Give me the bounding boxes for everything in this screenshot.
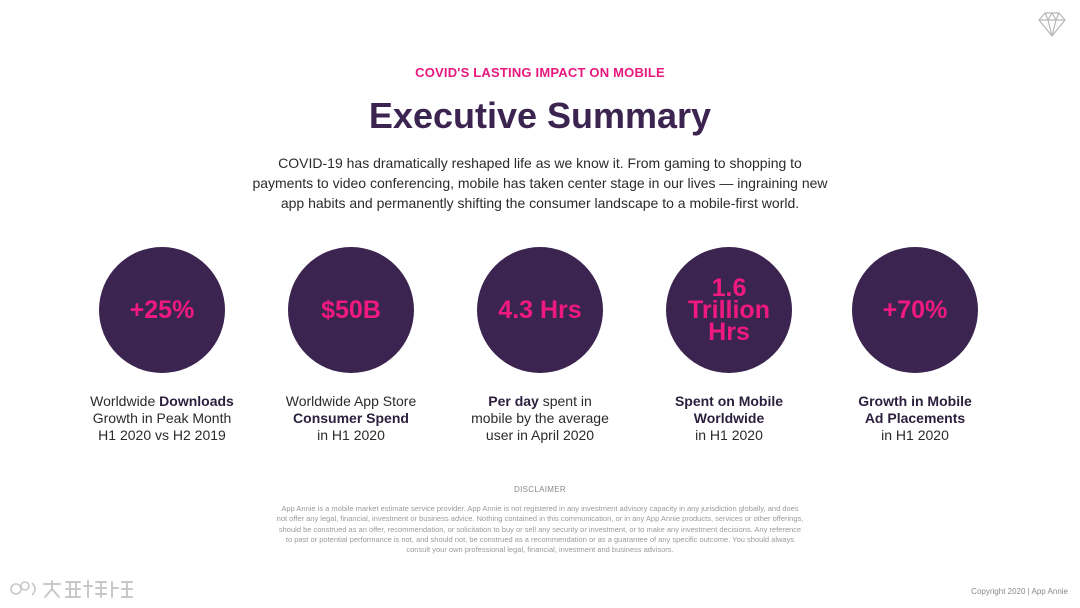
stat-consumer-spend: $50B Worldwide App Store Consumer Spend … xyxy=(251,247,451,444)
diamond-logo-icon xyxy=(1038,12,1066,37)
caption-text: Worldwide App Store xyxy=(285,393,417,409)
stat-value-line: 1.6 Trillion xyxy=(688,274,770,324)
disclaimer-text: App Annie is a mobile market estimate se… xyxy=(240,504,840,555)
stat-circle: $50B xyxy=(288,247,414,373)
caption-bold: Consumer Spend xyxy=(293,410,409,426)
stat-hours-spent: 1.6 Trillion Hrs Spent on Mobile Worldwi… xyxy=(629,247,829,444)
intro-line: payments to video conferencing, mobile h… xyxy=(252,175,828,191)
stat-value-line: Hrs xyxy=(708,318,750,346)
caption-bold: Growth in Mobile xyxy=(858,393,972,409)
stat-ad-placements: +70% Growth in Mobile Ad Placements in H… xyxy=(815,247,1015,444)
copyright: Copyright 2020 | App Annie xyxy=(971,587,1068,596)
caption-bold: Ad Placements xyxy=(864,410,966,426)
intro-line: COVID-19 has dramatically reshaped life … xyxy=(278,155,802,171)
stat-caption: Growth in Mobile Ad Placements in H1 202… xyxy=(815,393,1015,444)
caption-text: in H1 2020 xyxy=(317,427,385,443)
disclaimer-line: consult your own professional legal, fin… xyxy=(406,545,674,555)
stat-value: +70% xyxy=(882,296,948,324)
stat-caption: Spent on Mobile Worldwide in H1 2020 xyxy=(629,393,829,444)
intro-paragraph: COVID-19 has dramatically reshaped life … xyxy=(240,153,840,213)
stat-value: $50B xyxy=(321,296,381,324)
stat-caption: Worldwide Downloads Growth in Peak Month… xyxy=(62,393,262,444)
disclaimer-line: App Annie is a mobile market estimate se… xyxy=(281,504,799,513)
disclaimer-title: DISCLAIMER xyxy=(514,485,566,494)
caption-text: Growth in Peak Month xyxy=(92,410,232,426)
caption-text: H1 2020 vs H2 2019 xyxy=(98,427,226,443)
caption-text: in H1 2020 xyxy=(695,427,763,443)
stat-time-per-day: 4.3 Hrs Per day spent in mobile by the a… xyxy=(440,247,640,444)
disclaimer-line: should be construed as an offer, recomme… xyxy=(278,524,802,534)
stat-value: 1.6 Trillion Hrs xyxy=(671,274,787,346)
caption-text: Worldwide xyxy=(90,393,160,409)
caption-text: user in April 2020 xyxy=(485,427,595,443)
disclaimer-line: not offer any legal, financial, investme… xyxy=(276,514,804,524)
caption-bold: Downloads xyxy=(159,393,234,409)
stat-circle: 1.6 Trillion Hrs xyxy=(666,247,792,373)
stat-circle: 4.3 Hrs xyxy=(477,247,603,373)
stat-circle: +25% xyxy=(99,247,225,373)
disclaimer-line: to past or potential performance is not,… xyxy=(285,534,795,544)
page-title: Executive Summary xyxy=(368,95,712,136)
caption-text: spent in xyxy=(538,393,592,409)
caption-text: in H1 2020 xyxy=(881,427,949,443)
stat-circle: +70% xyxy=(852,247,978,373)
caption-bold: Spent on Mobile xyxy=(674,393,784,409)
caption-text: mobile by the average xyxy=(471,410,609,426)
section-eyebrow: COVID'S LASTING IMPACT ON MOBILE xyxy=(415,65,665,80)
stat-value: +25% xyxy=(129,296,195,324)
watermark-logo xyxy=(10,580,133,598)
intro-line: app habits and permanently shifting the … xyxy=(280,195,800,211)
stat-value: 4.3 Hrs xyxy=(498,296,582,324)
stat-caption: Per day spent in mobile by the average u… xyxy=(440,393,640,444)
caption-bold: Per day xyxy=(488,393,539,409)
stat-caption: Worldwide App Store Consumer Spend in H1… xyxy=(251,393,451,444)
stat-downloads: +25% Worldwide Downloads Growth in Peak … xyxy=(62,247,262,444)
caption-bold: Worldwide xyxy=(693,410,765,426)
